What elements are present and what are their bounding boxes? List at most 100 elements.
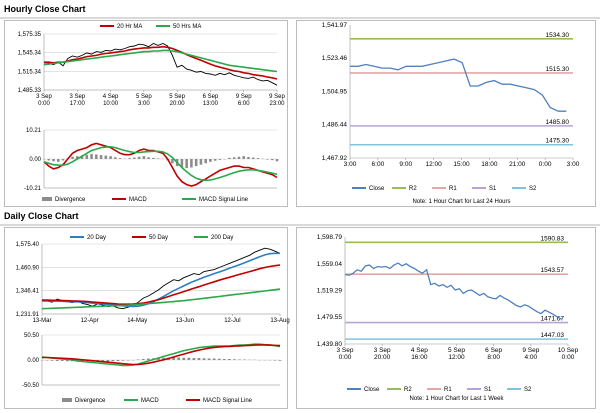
divergence-bar	[128, 158, 131, 159]
divergence-bar	[114, 157, 117, 159]
legend-label: R2	[404, 387, 412, 393]
x-tick-label: 12-Jul	[224, 318, 240, 324]
divergence-bar	[118, 158, 122, 159]
divergence-bar	[222, 359, 226, 360]
legend-label: 200 Day	[211, 235, 233, 241]
divergence-bar	[106, 360, 110, 362]
legend-label: R1	[444, 387, 452, 393]
divergence-bar	[232, 157, 236, 159]
legend-label: Divergence	[75, 398, 106, 404]
y-tick-label: -50.50	[22, 383, 40, 389]
divergence-bar	[172, 357, 176, 360]
legend-label: R1	[449, 186, 457, 192]
divergence-bar	[251, 157, 255, 159]
divergence-bar	[242, 156, 245, 159]
series-line-close	[43, 42, 278, 86]
divergence-bar	[202, 358, 206, 360]
x-tick-label: 6:00	[372, 161, 385, 168]
y-tick-label: 1,575.40	[16, 242, 40, 248]
divergence-bar	[180, 159, 184, 168]
pivot-level-label: 1485.80	[546, 119, 570, 126]
divergence-bar	[199, 159, 203, 165]
y-tick-label: 1,439.80	[317, 341, 343, 348]
y-tick-label: 1,541.97	[322, 22, 348, 29]
x-tick-label: 3 Sep 0:00	[337, 347, 354, 361]
x-tick-label: 13-Jun	[176, 318, 194, 324]
pivot-level-label: 1543.57	[541, 267, 565, 274]
x-tick-label: 14-May	[127, 318, 147, 324]
divergence-bar	[157, 358, 160, 360]
section-divider	[0, 224, 600, 226]
y-tick-label: 1,346.41	[16, 289, 40, 295]
series-line-50-hrs-ma	[43, 49, 278, 73]
pivot-level-label: 1515.30	[546, 66, 570, 73]
divergence-bar	[192, 358, 196, 360]
legend-label: MACD	[141, 398, 159, 404]
series-line-macd	[43, 142, 278, 187]
series-line-20-hr-ma	[44, 45, 278, 80]
legend-label: 20 Hr MA	[117, 24, 142, 30]
divergence-bar	[50, 360, 54, 361]
y-tick-label: 1,559.04	[317, 261, 343, 268]
divergence-bar	[270, 159, 274, 161]
divergence-bar	[52, 159, 55, 162]
divergence-bar	[65, 360, 69, 362]
divergence-bar	[152, 157, 155, 159]
x-tick-label: 13-Mar	[32, 318, 51, 324]
divergence-bar	[56, 159, 60, 162]
series-line-50-day	[42, 264, 281, 306]
divergence-bar	[60, 360, 64, 361]
pivot-level-label: 1590.83	[541, 235, 565, 242]
daily-pivot-panel	[296, 227, 596, 409]
y-tick-label: 1,515.34	[18, 69, 42, 75]
x-tick-label: 10 Sep 0:00	[558, 347, 579, 361]
divergence-bar	[99, 155, 103, 159]
divergence-bar	[147, 157, 150, 159]
divergence-bar	[116, 360, 120, 361]
legend-label: 20 Day	[87, 235, 106, 241]
y-tick-label: 1,523.46	[322, 55, 348, 62]
divergence-bar	[142, 156, 146, 159]
y-tick-label: 0.00	[27, 358, 39, 364]
y-tick-label: 1,467.92	[322, 155, 348, 162]
legend-label: 50 Hrs MA	[173, 24, 201, 30]
divergence-bar	[212, 358, 216, 360]
x-tick-label: 12:00	[425, 161, 442, 168]
x-tick-label: 3 Sep 0:00	[36, 94, 52, 107]
x-tick-label: 15:00	[453, 161, 470, 168]
divergence-bar	[194, 159, 198, 167]
divergence-bar	[111, 360, 115, 362]
y-tick-label: 1,231.91	[16, 312, 40, 318]
legend-label: R2	[409, 186, 417, 192]
close-line	[350, 58, 567, 112]
x-tick-label: 5 Sep 3:00	[136, 94, 152, 107]
x-tick-label: 3:00	[344, 161, 357, 168]
y-tick-label: -10.21	[24, 186, 42, 192]
legend-label: S1	[489, 186, 497, 192]
y-tick-label: 1,486.44	[322, 122, 348, 129]
x-tick-label: 13-Aug	[270, 318, 289, 324]
divergence-bar	[275, 159, 279, 162]
close-line	[344, 262, 562, 320]
divergence-bar	[187, 357, 191, 360]
y-tick-label: 50.50	[24, 333, 40, 339]
x-tick-label: 4 Sep 10:00	[103, 94, 119, 107]
divergence-bar	[121, 360, 125, 361]
series-line-macd-signal-line	[42, 344, 281, 366]
divergence-bar	[177, 357, 181, 360]
divergence-bar	[55, 360, 59, 361]
divergence-bar	[137, 156, 141, 159]
divergence-bar	[182, 357, 186, 360]
legend-label: 50 Day	[149, 235, 168, 241]
daily-section-title: Daily Close Chart	[4, 211, 79, 221]
y-tick-label: 1,479.55	[317, 314, 343, 321]
x-tick-label: 9 Sep 4:00	[522, 347, 539, 361]
divergence-bar	[227, 359, 231, 360]
series-line-200-day	[41, 288, 281, 310]
x-tick-label: 5 Sep 20:00	[169, 94, 185, 107]
